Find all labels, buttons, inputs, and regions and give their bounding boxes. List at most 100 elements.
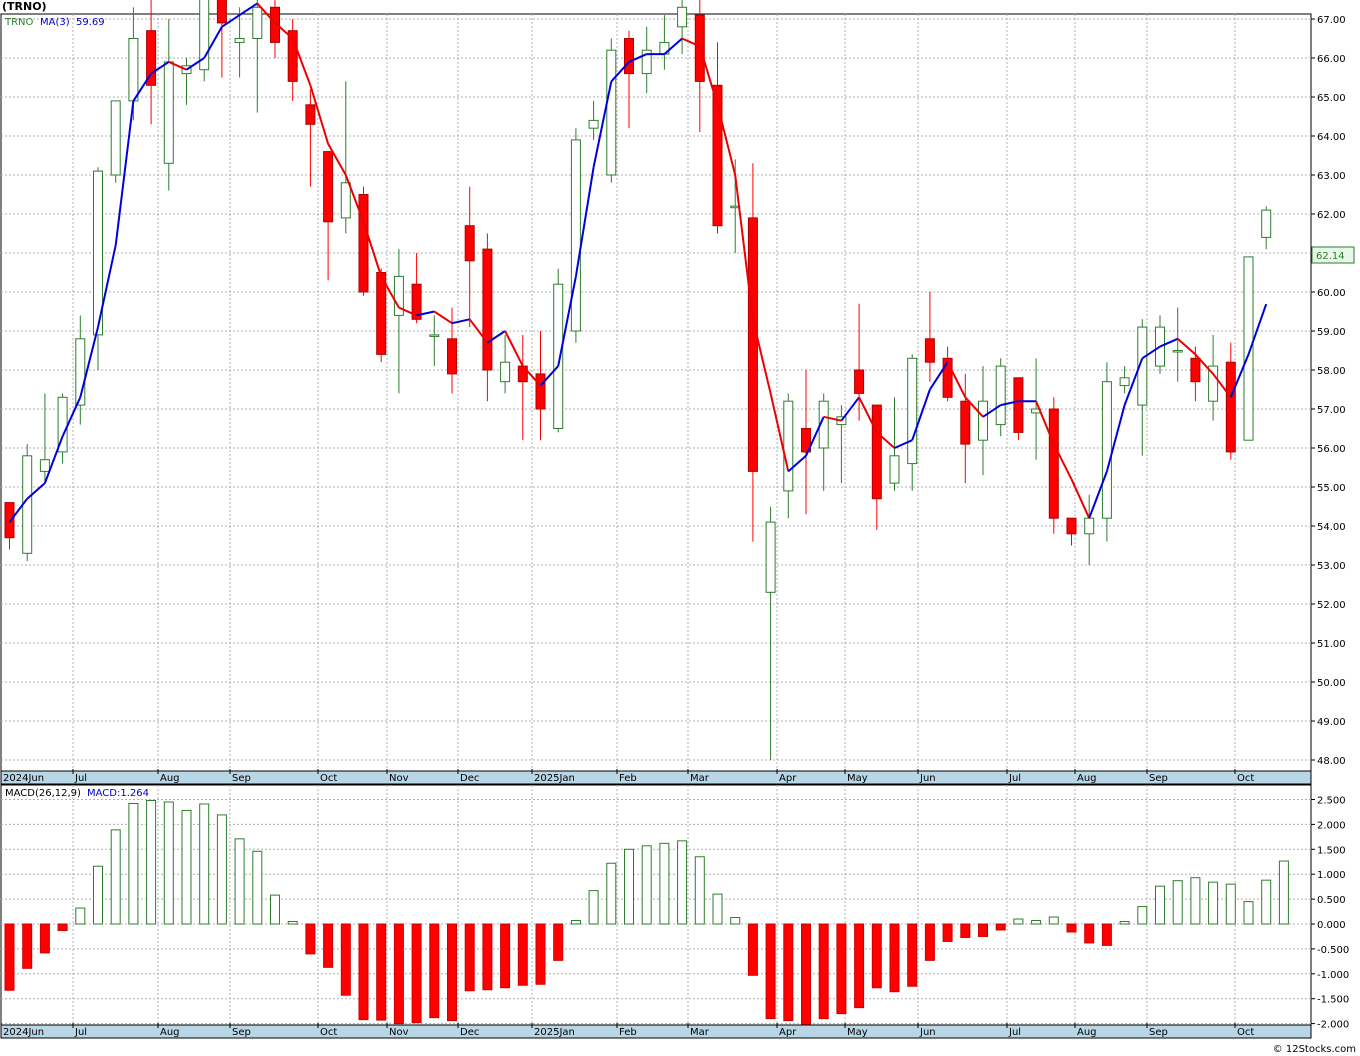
candle — [1101, 362, 1112, 542]
price-tick-label: 50.00 — [1317, 678, 1346, 689]
x-tick-label: Jul — [74, 773, 87, 784]
ma-segment — [97, 244, 117, 328]
macd-bar — [252, 850, 263, 925]
last-price-badge — [1311, 246, 1355, 264]
candle — [1225, 342, 1236, 460]
candle-body — [252, 6, 263, 40]
x-tick-label: Oct — [1237, 1027, 1254, 1038]
x-tick-label: 2024Jun — [3, 1027, 44, 1038]
candle-body — [181, 65, 192, 75]
macd-bar — [801, 923, 811, 1026]
candle-body — [924, 338, 935, 363]
x-tick-label: Sep — [232, 1027, 251, 1038]
macd-bar — [146, 799, 157, 925]
candle-body — [270, 6, 280, 43]
macd-tick-label: 1.500 — [1317, 845, 1346, 856]
macd-bar — [110, 829, 121, 925]
price-plot-area — [0, 13, 1312, 772]
ma-segment — [504, 330, 524, 367]
candle-body — [1084, 517, 1095, 535]
candle-body — [801, 428, 811, 453]
x-tick-label: Aug — [160, 1027, 180, 1038]
price-tick-label: 63.00 — [1317, 171, 1346, 182]
candle-body — [234, 38, 245, 43]
ma-segment — [168, 60, 187, 71]
ma-segment — [274, 22, 294, 40]
macd-bar — [447, 923, 457, 1022]
candle-body — [128, 38, 139, 102]
candle — [1137, 319, 1148, 456]
macd-bar — [234, 838, 245, 925]
price-tick-label: 58.00 — [1317, 366, 1346, 377]
candle — [1208, 334, 1219, 421]
macd-bar — [340, 923, 351, 996]
ma-segment — [8, 498, 28, 523]
x-tick-label: Nov — [389, 1027, 409, 1038]
candle-body — [570, 139, 581, 332]
macd-bar — [1155, 885, 1165, 925]
price-tick-label: 64.00 — [1317, 132, 1346, 143]
candle — [376, 268, 387, 363]
ma-segment — [805, 416, 825, 457]
macd-bar — [1048, 916, 1059, 925]
ma-segment — [239, 2, 258, 16]
price-tick-label: 62.00 — [1317, 210, 1346, 221]
candle-body — [942, 357, 953, 398]
macd-bar — [163, 801, 174, 925]
candle-body — [110, 100, 121, 176]
macd-bar — [659, 842, 670, 925]
ma-segment — [1247, 303, 1268, 355]
candle — [340, 81, 351, 234]
macd-bar — [411, 923, 422, 1024]
x-axis-band-bottom — [0, 1024, 1312, 1039]
price-tick-label: 49.00 — [1317, 717, 1346, 728]
candle — [783, 393, 794, 519]
candle-body — [1261, 209, 1272, 238]
candle-body — [712, 84, 723, 227]
ma-segment — [592, 81, 613, 168]
x-tick-label: Dec — [460, 773, 479, 784]
candle — [1172, 307, 1183, 382]
ma-segment — [380, 275, 400, 309]
x-tick-label: Jun — [919, 1027, 936, 1038]
candle — [39, 393, 50, 484]
ma-segment — [876, 431, 896, 449]
ma-segment — [858, 396, 878, 433]
macd-bar — [1243, 901, 1254, 925]
candle-body — [305, 104, 316, 125]
macd-bar — [712, 893, 723, 925]
candle — [924, 292, 935, 382]
x-tick-label: Sep — [232, 773, 251, 784]
candle-body — [641, 49, 652, 75]
candle-body — [553, 283, 564, 430]
ma-segment — [61, 396, 82, 437]
macd-tick-label: 2.000 — [1317, 820, 1346, 831]
candle-body — [75, 338, 86, 406]
x-tick-label: Jun — [919, 773, 936, 784]
candle — [606, 38, 617, 183]
ma-segment — [734, 174, 754, 320]
candle — [500, 334, 511, 394]
candle-body — [323, 151, 334, 223]
candle-body — [358, 194, 369, 293]
candle — [252, 0, 263, 113]
ma-segment — [486, 330, 506, 344]
ma-label: MA(3) — [40, 17, 70, 28]
macd-bar — [960, 923, 971, 938]
candle — [978, 366, 988, 476]
x-tick-label: Mar — [690, 1027, 710, 1038]
macd-tick-label: 0.000 — [1317, 920, 1346, 931]
candle-body — [22, 455, 33, 554]
candle — [287, 19, 298, 101]
ma-segment — [451, 318, 470, 325]
candle — [624, 30, 634, 129]
price-series — [4, 0, 1272, 760]
candle — [411, 253, 422, 324]
macd-bar — [482, 923, 493, 991]
macd-bar — [588, 890, 599, 925]
ma-segment — [522, 365, 542, 387]
price-tick-label: 59.00 — [1317, 327, 1346, 338]
macd-bar — [694, 856, 705, 925]
ma-segment — [716, 104, 737, 176]
macd-bar — [1190, 877, 1201, 925]
